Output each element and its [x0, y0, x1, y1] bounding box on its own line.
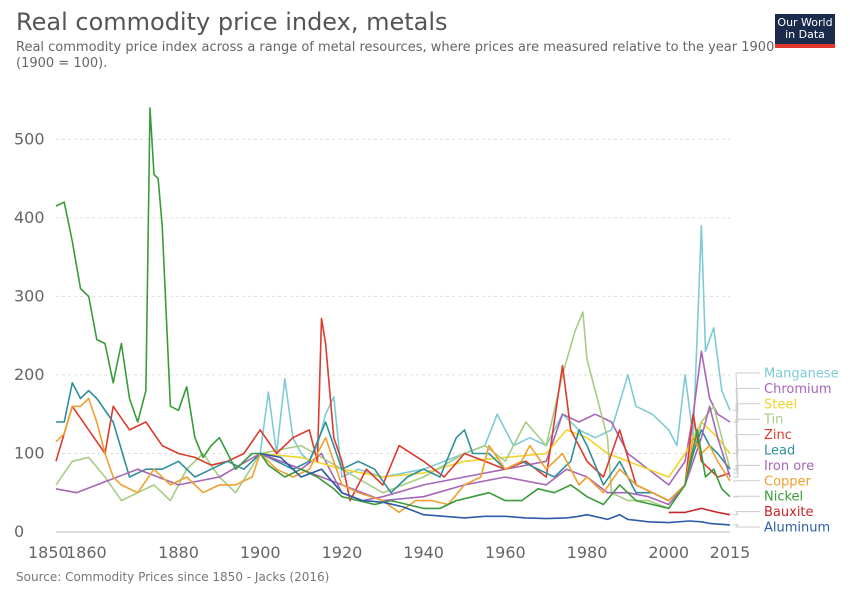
- series-line-manganese[interactable]: [251, 224, 731, 478]
- legend-label-lead[interactable]: Lead: [764, 444, 795, 459]
- logo-line-1: Our World: [777, 16, 833, 29]
- legend-label-chromium[interactable]: Chromium: [764, 382, 832, 397]
- grid-lines: [56, 138, 730, 454]
- series-line-steel[interactable]: [260, 421, 731, 478]
- chart-title: Real commodity price index, metals: [16, 8, 448, 36]
- legend-connector: [733, 372, 760, 411]
- legend-label-tin[interactable]: Tin: [763, 413, 783, 428]
- x-tick-label: 1850: [28, 543, 69, 562]
- series-line-bauxite[interactable]: [668, 507, 731, 516]
- legend-connector: [733, 495, 760, 498]
- y-axis: 0 100 200 300 400 500: [14, 129, 45, 541]
- x-tick-label: 1860: [66, 543, 107, 562]
- series-line-aluminum[interactable]: [260, 452, 731, 526]
- source-note: Source: Commodity Prices since 1850 - Ja…: [16, 570, 330, 584]
- logo-line-2: in Data: [785, 28, 825, 41]
- x-tick-label: 2015: [710, 543, 751, 562]
- legend-label-iron-ore[interactable]: Iron ore: [764, 459, 814, 474]
- y-tick-label: 200: [14, 365, 45, 384]
- legend-connector: [733, 511, 760, 516]
- legend-label-aluminum[interactable]: Aluminum: [764, 521, 830, 536]
- y-tick-label: 300: [14, 286, 45, 305]
- legend-connector: [733, 449, 760, 470]
- legend-connector: [733, 464, 760, 478]
- series-line-nickel[interactable]: [55, 107, 731, 510]
- chart-subtitle: Real commodity price index across a rang…: [16, 40, 775, 71]
- x-tick-label: 1920: [322, 543, 363, 562]
- legend-connector: [733, 434, 760, 474]
- series-lines: [55, 107, 731, 526]
- series-line-lead[interactable]: [56, 382, 731, 502]
- x-tick-label: 1900: [240, 543, 281, 562]
- legend-label-manganese[interactable]: Manganese: [764, 367, 839, 382]
- series-line-copper[interactable]: [55, 397, 731, 514]
- x-tick-label: 1940: [403, 543, 444, 562]
- y-tick-label: 100: [14, 443, 45, 462]
- y-tick-label: 400: [14, 208, 45, 227]
- x-tick-label: 1980: [567, 543, 608, 562]
- legend-label-copper[interactable]: Copper: [764, 474, 812, 489]
- x-tick-label: 1880: [158, 543, 199, 562]
- legend-label-zinc[interactable]: Zinc: [764, 428, 792, 443]
- owid-logo[interactable]: Our World in Data: [775, 14, 835, 48]
- legend-label-bauxite[interactable]: Bauxite: [764, 505, 814, 520]
- legend-connector: [733, 387, 760, 423]
- series-line-tin[interactable]: [55, 311, 731, 510]
- y-tick-label: 0: [14, 522, 24, 541]
- legend-label-nickel[interactable]: Nickel: [764, 490, 803, 505]
- legend-label-steel[interactable]: Steel: [764, 397, 797, 412]
- series-line-chromium[interactable]: [259, 350, 731, 502]
- x-tick-label: 2000: [648, 543, 689, 562]
- y-tick-label: 500: [14, 129, 45, 148]
- legend-connector: [733, 403, 760, 454]
- legend-connector: [733, 524, 760, 528]
- x-tick-label: 1960: [485, 543, 526, 562]
